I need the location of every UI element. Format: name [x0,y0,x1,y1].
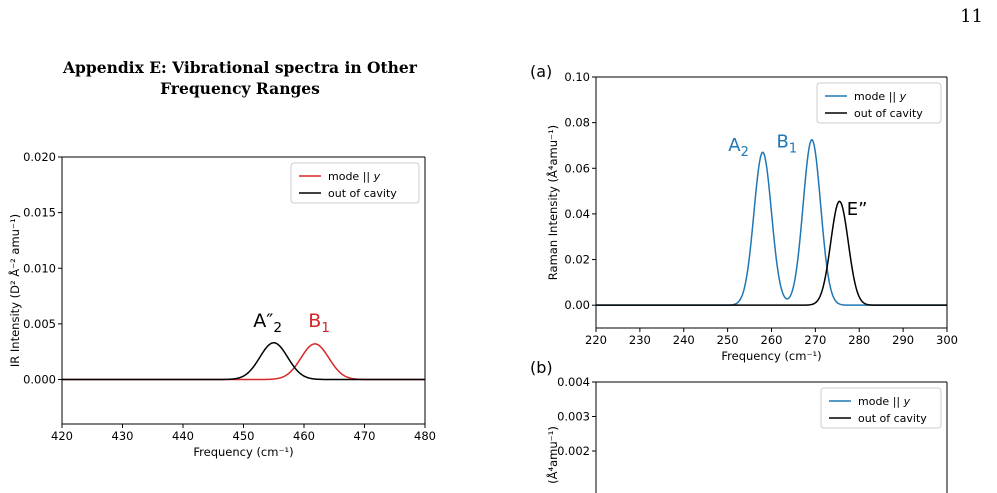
y-tick-label-raman-b-1: 0.003 [557,410,590,424]
y-tick-label-ir-0: 0.000 [23,373,56,387]
y-tick-label-ir-4: 0.020 [23,150,56,164]
x-axis-label-raman: Frequency (cm⁻¹) [721,349,821,363]
appendix-heading-line-2: Frequency Ranges [160,79,320,98]
legend-entry-raman-0: mode || y [854,90,907,103]
x-tick-label-raman-4: 260 [761,333,783,347]
series-line-ir-1 [62,342,425,381]
y-tick-label-raman-2: 0.04 [564,207,590,221]
y-tick-label-raman-5: 0.10 [564,70,590,84]
y-tick-label-ir-2: 0.010 [23,261,56,275]
y-tick-label-ir-3: 0.015 [23,206,56,220]
series-line-raman-1 [596,200,947,306]
peak-label-raman-2: E” [847,199,868,220]
y-axis-label-raman: Raman Intensity (Å⁴amu⁻¹) [545,125,560,280]
x-tick-label-raman-1: 230 [629,333,651,347]
x-tick-label-raman-2: 240 [673,333,695,347]
peak-label-raman-0: A2 [728,135,749,160]
x-tick-label-ir-1: 430 [112,429,134,443]
y-axis-label-ir: IR Intensity (D² Å⁻² amu⁻¹) [7,214,22,367]
legend-box-ir [290,162,420,204]
legend-entry-ir-1: out of cavity [328,187,397,200]
legend-entry-raman-1: out of cavity [854,107,923,120]
appendix-heading: Appendix E: Vibrational spectra in Other… [20,57,460,99]
x-tick-label-raman-7: 290 [892,333,914,347]
x-axis-label-ir: Frequency (cm⁻¹) [193,445,293,459]
appendix-heading-line-1: Appendix E: Vibrational spectra in Other [63,58,417,77]
x-tick-label-ir-2: 440 [172,429,194,443]
legend-box-raman [816,82,942,124]
x-tick-label-ir-0: 420 [51,429,73,443]
y-tick-label-raman-3: 0.06 [564,161,590,175]
x-tick-label-ir-3: 450 [233,429,255,443]
x-tick-label-raman-0: 220 [585,333,607,347]
y-tick-label-raman-1: 0.02 [564,253,590,267]
legend-entry-raman-b-1: out of cavity [858,412,927,425]
x-tick-label-ir-4: 460 [293,429,315,443]
y-axis-label-raman-b: (Å⁴amu⁻¹) [545,426,560,484]
x-tick-label-raman-6: 280 [848,333,870,347]
panel-label-a: (a) [530,62,553,81]
y-tick-label-raman-0: 0.00 [564,298,590,312]
page-number: 11 [960,6,983,27]
peak-label-raman-1: B1 [777,132,798,157]
legend-entry-ir-0: mode || y [328,170,381,183]
y-tick-label-raman-b-2: 0.004 [557,375,590,389]
x-tick-label-raman-8: 300 [936,333,958,347]
legend-entry-raman-b-0: mode || y [858,395,911,408]
x-tick-label-ir-6: 480 [414,429,436,443]
x-tick-label-raman-3: 250 [717,333,739,347]
y-tick-label-ir-1: 0.005 [23,317,56,331]
x-tick-label-ir-5: 470 [354,429,376,443]
panel-label-b: (b) [530,358,553,377]
x-tick-label-raman-5: 270 [804,333,826,347]
y-tick-label-raman-4: 0.08 [564,116,590,130]
peak-label-ir-0: A″2 [253,310,282,336]
y-tick-label-raman-b-0: 0.002 [557,444,590,458]
peak-label-ir-1: B1 [308,310,330,336]
